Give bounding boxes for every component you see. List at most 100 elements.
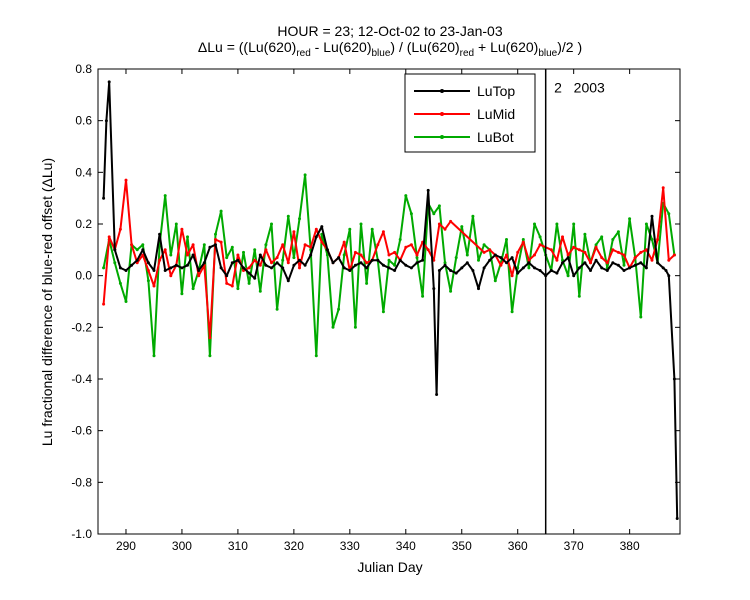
data-point-lutop <box>152 269 156 272</box>
formula-sub-1: red <box>296 48 310 59</box>
data-point-lutop <box>141 248 145 252</box>
data-point-lutop <box>566 256 570 260</box>
data-point-lubot <box>421 294 425 298</box>
data-point-lutop <box>477 287 480 291</box>
data-point-lumid <box>505 253 508 257</box>
data-point-lutop <box>628 266 632 270</box>
data-point-lutop <box>664 269 668 272</box>
data-point-lutop <box>135 258 139 262</box>
y-tick-labels: -1.0 -0.8 -0.6 -0.4 -0.2 0.0 0.2 0.4 0.6 0.8 <box>71 62 92 541</box>
data-point-lubot <box>102 266 106 270</box>
data-point-lubot <box>258 289 262 293</box>
data-point-lutop <box>180 266 184 270</box>
data-point-lutop <box>359 261 363 265</box>
formula-sub-3: red <box>460 48 474 59</box>
data-point-lumid <box>270 261 273 265</box>
data-point-lumid <box>510 274 514 278</box>
data-point-lumid <box>247 266 251 270</box>
data-point-lutop <box>348 269 352 272</box>
data-point-lumid <box>644 248 648 252</box>
data-point-lubot <box>415 256 419 260</box>
data-point-lubot <box>600 235 604 239</box>
data-point-lubot <box>622 263 626 267</box>
data-point-lutop <box>527 261 531 265</box>
data-point-lutop <box>118 266 122 270</box>
data-point-lutop <box>219 266 223 270</box>
data-point-lutop <box>202 261 206 265</box>
data-point-lubot <box>303 173 307 177</box>
data-point-lumid <box>197 274 201 278</box>
data-point-lubot <box>141 243 145 247</box>
data-point-lumid <box>180 227 184 231</box>
data-point-lutop <box>616 263 620 267</box>
x-tick-label: 360 <box>508 539 528 553</box>
data-point-lubot <box>118 281 122 285</box>
data-point-lubot <box>667 212 671 216</box>
data-point-lutop <box>376 258 380 262</box>
data-point-lumid <box>661 186 665 190</box>
data-point-lutop <box>656 261 660 265</box>
data-point-lubot <box>644 222 648 226</box>
data-point-lubot <box>572 222 576 226</box>
data-point-lumid <box>533 253 536 257</box>
data-point-lumid <box>639 250 643 254</box>
data-point-lutop <box>488 258 492 262</box>
chart-subtitle-formula: ΔLu = ((Lu(620)red - Lu(620)blue) / (Lu(… <box>198 39 582 59</box>
data-point-lubot <box>521 238 525 241</box>
data-point-lubot <box>465 253 469 257</box>
data-point-lutop <box>561 261 564 265</box>
data-point-lubot <box>298 217 301 221</box>
data-point-lubot <box>230 245 234 249</box>
formula-sub-4: blue <box>538 48 557 59</box>
data-point-lumid <box>258 263 262 267</box>
data-point-lutop <box>409 266 413 270</box>
data-point-lumid <box>600 256 604 260</box>
data-point-lubot <box>275 307 279 311</box>
annotations: 2 2003 <box>554 79 605 95</box>
axis-ticks <box>98 68 680 535</box>
data-point-lutop <box>499 256 503 260</box>
data-point-lumid <box>499 263 503 267</box>
legend-label-lubot: LuBot <box>477 129 514 145</box>
data-point-lubot <box>482 243 486 247</box>
data-point-lubot <box>443 261 447 265</box>
series-lines <box>102 80 679 520</box>
data-point-lumid <box>381 230 385 234</box>
legend-label-lumid: LuMid <box>477 106 515 122</box>
data-point-lumid <box>124 178 128 182</box>
data-point-lubot <box>404 194 408 198</box>
data-point-lubot <box>264 243 268 247</box>
data-point-lutop <box>605 269 609 272</box>
data-point-lumid <box>426 248 430 252</box>
data-point-lubot <box>505 238 508 241</box>
data-point-lumid <box>393 250 397 254</box>
x-tick-label: 290 <box>116 539 136 553</box>
data-point-lutop <box>493 253 497 257</box>
data-point-lubot <box>616 230 620 234</box>
data-point-lubot <box>169 253 173 257</box>
data-point-lutop <box>309 253 313 257</box>
data-point-lumid <box>516 250 520 254</box>
data-point-lubot <box>314 354 318 358</box>
formula-part-3: ) / (Lu(620) <box>390 39 459 55</box>
data-point-lutop <box>443 263 447 267</box>
data-point-lubot <box>583 232 587 236</box>
data-point-lubot <box>214 232 217 236</box>
data-point-lumid <box>561 235 564 239</box>
data-point-lutop <box>521 266 525 270</box>
data-point-lutop <box>667 274 671 278</box>
data-point-lumid <box>275 256 279 260</box>
data-point-lumid <box>650 258 654 262</box>
data-point-lumid <box>118 227 122 231</box>
data-point-lumid <box>376 243 380 247</box>
data-point-lumid <box>309 245 313 249</box>
data-point-lumid <box>146 269 150 272</box>
data-point-lutop <box>577 266 581 270</box>
data-point-lutop <box>387 266 391 270</box>
data-point-lubot <box>628 217 632 221</box>
data-point-lubot <box>208 354 212 358</box>
data-point-lutop <box>549 269 553 272</box>
data-point-lumid <box>633 256 637 260</box>
data-point-lutop <box>337 256 341 260</box>
data-point-lumid <box>656 238 660 241</box>
